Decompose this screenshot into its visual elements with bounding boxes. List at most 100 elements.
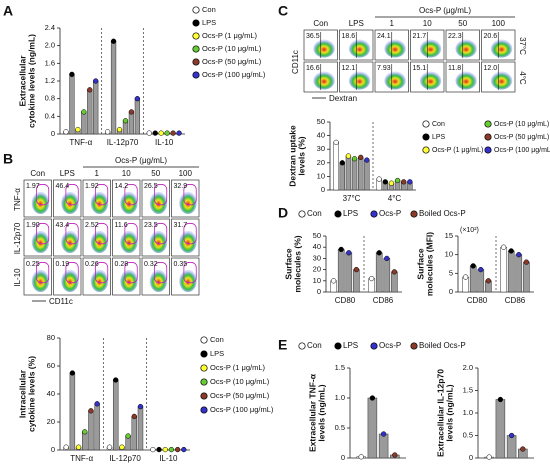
flow-gate (35, 223, 50, 245)
flow-value: 36.5 (306, 33, 320, 40)
bar (523, 261, 530, 293)
bar (358, 157, 364, 191)
bar (82, 431, 88, 451)
flow-value: 0.32 (144, 261, 158, 268)
x-tick-label: CD80 (467, 296, 488, 305)
y-tick-label: 1.2 (45, 76, 55, 85)
legend-label: Ocs-P (10 μg/mL) (202, 44, 262, 53)
flow-value: 0.25 (26, 261, 40, 268)
column-label: 50 (151, 169, 160, 178)
y-tick-label: 0.4 (45, 111, 55, 120)
legend-swatch (192, 19, 200, 27)
flow-value: 22.3 (448, 33, 462, 40)
y-tick-label: 0.8 (45, 94, 55, 103)
flow-gate (124, 184, 138, 206)
data-point (392, 452, 398, 458)
data-point (162, 446, 168, 453)
legend-label: Ocs-P (1 μg/mL) (202, 31, 258, 40)
bar (93, 80, 99, 135)
flow-gate (65, 223, 79, 245)
legend-swatch (298, 342, 306, 350)
data-point (152, 130, 158, 136)
y-tick-label: 10 (313, 276, 321, 285)
data-point (176, 130, 182, 136)
y-tick-label: 20 (313, 265, 321, 274)
row-label: TNF-α (13, 188, 22, 211)
column-label: 10 (423, 19, 432, 28)
y-axis-label: Surface (415, 248, 425, 279)
data-point (63, 444, 69, 450)
flow-density (179, 191, 197, 215)
flow-value: 11.8 (448, 65, 461, 72)
y-tick-label: 0 (317, 287, 321, 296)
column-label: LPS (349, 19, 364, 28)
x-tick-label: CD80 (335, 296, 356, 305)
legend-label: LPS (432, 134, 446, 141)
legend-label: LPS (343, 209, 358, 218)
flow-value: 16.6 (306, 65, 320, 72)
bar (477, 269, 485, 293)
flow-gate (183, 184, 197, 206)
legend-swatch (200, 364, 208, 372)
y-tick-label: 1.0 (335, 393, 345, 402)
column-label: 100 (492, 19, 506, 28)
data-point (75, 444, 82, 450)
data-point (131, 413, 137, 420)
flow-gate (183, 262, 197, 284)
legend-label: Ocs-P (1 μg/mL) (210, 363, 266, 372)
bar (367, 397, 378, 459)
column-label: Con (30, 169, 45, 178)
bar (345, 155, 352, 191)
column-label: 1 (95, 169, 100, 178)
bar (87, 89, 93, 135)
legend-swatch (410, 342, 418, 350)
flow-density (31, 191, 50, 215)
y-axis-label: levels (%) (296, 136, 306, 175)
row-label: IL-12p70 (13, 222, 22, 254)
flow-density (149, 269, 168, 293)
column-label: 10 (122, 169, 131, 178)
data-point (380, 431, 387, 437)
column-header: Ocs-P (μg/mL) (115, 156, 167, 165)
column-label: 1 (390, 19, 395, 28)
data-point (122, 118, 129, 124)
panel-letter: B (3, 151, 13, 167)
flow-value: 15.1 (413, 65, 427, 72)
data-point (87, 87, 93, 93)
flow-value: 12.1 (342, 65, 356, 72)
data-point (407, 179, 413, 185)
bar (500, 246, 507, 293)
data-point (508, 432, 515, 439)
data-point (500, 244, 507, 250)
data-point (128, 109, 135, 115)
bar (353, 269, 360, 293)
legend-label: Ocs-P (50 μg/mL) (210, 391, 270, 400)
row-label: IL-10 (13, 268, 22, 287)
data-point (368, 275, 375, 282)
data-point (69, 71, 75, 78)
flow-y-label: CD11c (291, 50, 300, 74)
flow-value: 14.2 (115, 183, 129, 190)
flow-gate (153, 184, 168, 206)
data-point (358, 454, 364, 460)
x-tick-label: IL-12p70 (107, 138, 139, 147)
bar (110, 41, 117, 135)
flow-density (384, 39, 406, 58)
flow-value: 1.90 (26, 222, 40, 229)
flow-gate (35, 184, 50, 206)
data-point (376, 176, 382, 182)
y-tick-label: 1.5 (335, 363, 345, 372)
legend-swatch (370, 342, 378, 350)
y-tick-label: 30 (317, 144, 325, 153)
bar (88, 410, 94, 451)
data-point (164, 130, 170, 136)
flow-density (90, 230, 109, 254)
bar (364, 159, 370, 191)
flow-gate (183, 223, 197, 245)
flow-density (61, 269, 79, 293)
flow-density (61, 191, 79, 215)
data-point (388, 180, 395, 186)
data-point (333, 139, 339, 146)
data-point (113, 377, 119, 383)
bar (337, 249, 345, 293)
